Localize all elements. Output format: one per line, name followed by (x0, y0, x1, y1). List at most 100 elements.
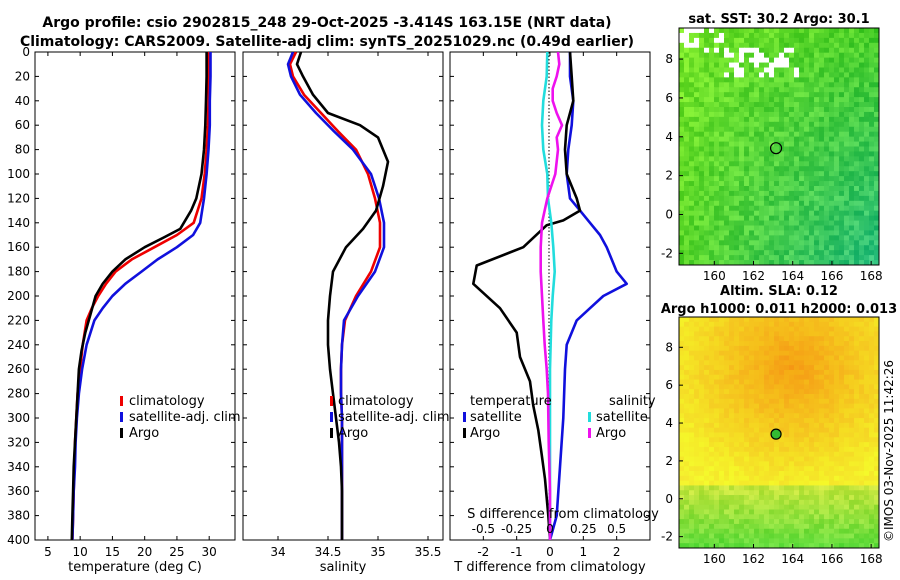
map-cell (729, 499, 735, 506)
map-cell (679, 82, 685, 88)
map-cell (734, 528, 740, 535)
map-cell (859, 230, 865, 236)
map-cell (684, 384, 690, 390)
map-cell (839, 107, 845, 113)
map-cell (834, 235, 840, 241)
map-cell (749, 519, 755, 525)
map-cell (834, 456, 840, 462)
map-cell (799, 245, 805, 251)
map-cell (769, 161, 775, 167)
map-cell (799, 341, 805, 347)
map-cell (679, 413, 685, 419)
map-cell (709, 176, 715, 182)
map-cell (869, 461, 875, 467)
map-cell (694, 220, 700, 227)
map-cell (769, 394, 775, 400)
map-cell (874, 245, 879, 251)
map-cell (764, 250, 770, 256)
map-cell (709, 394, 715, 400)
map-cell (829, 220, 835, 227)
map-cell (799, 321, 805, 328)
map-cell (829, 475, 835, 482)
map-cell (704, 408, 710, 414)
map-cell (744, 47, 750, 54)
legend-satellite-label: satellite-adj. clim (338, 410, 450, 425)
map-cell (704, 422, 710, 429)
map-cell (859, 519, 865, 525)
map-cell (699, 92, 705, 98)
map-cell (714, 480, 720, 487)
map-cell (854, 82, 860, 88)
map-cell (784, 72, 790, 78)
map-cell (704, 62, 710, 69)
map-cell (719, 210, 725, 217)
map-cell (784, 422, 790, 429)
map-cell (724, 418, 730, 424)
map-cell (769, 121, 775, 128)
map-cell (789, 475, 795, 482)
map-cell (799, 121, 805, 128)
map-cell (724, 543, 730, 548)
map-cell (859, 389, 865, 395)
map-cell (744, 97, 750, 103)
map-cell (769, 156, 775, 162)
map-cell (769, 176, 775, 182)
map-cell (719, 514, 725, 520)
map-cell (714, 210, 720, 217)
sla-argo-float-marker (770, 428, 782, 440)
map-cell (844, 480, 850, 487)
map-cell (759, 538, 765, 544)
map-cell (679, 107, 685, 113)
map-cell (719, 72, 725, 78)
map-cell (759, 408, 765, 414)
map-cell (759, 205, 765, 212)
map-cell (724, 200, 730, 207)
map-cell (844, 215, 850, 222)
map-cell (779, 171, 785, 177)
map-cell (679, 260, 685, 265)
map-cell (744, 504, 750, 511)
map-cell (869, 317, 875, 323)
map-cell (784, 166, 790, 172)
map-cell (794, 355, 800, 361)
map-cell (734, 317, 740, 323)
map-cell (694, 230, 700, 236)
map-cell (824, 176, 830, 182)
map-cell (739, 466, 745, 472)
map-cell (769, 47, 775, 54)
map-cell (739, 210, 745, 217)
map-cell (834, 97, 840, 103)
map-cell (854, 215, 860, 222)
map-cell (784, 136, 790, 143)
map-cell (694, 176, 700, 182)
map-cell (784, 146, 790, 153)
map-cell (749, 37, 755, 44)
map-cell (724, 151, 730, 157)
map-cell (769, 446, 775, 453)
map-cell (839, 446, 845, 453)
map-cell (699, 519, 705, 525)
map-cell (814, 422, 820, 429)
map-cell (849, 374, 855, 381)
map-cell (724, 72, 730, 78)
map-cell (724, 97, 730, 103)
map-cell (839, 336, 845, 342)
map-cell (859, 47, 865, 54)
map-cell (679, 543, 685, 548)
map-cell (679, 230, 685, 236)
map-cell (769, 504, 775, 511)
map-cell (689, 37, 695, 44)
map-cell (684, 176, 690, 182)
map-cell (804, 456, 810, 462)
map-cell (874, 398, 879, 405)
map-cell (864, 345, 870, 352)
map-cell (759, 432, 765, 438)
map-cell (809, 365, 815, 371)
map-cell (684, 151, 690, 157)
map-cell (779, 176, 785, 182)
map-cell (779, 374, 785, 381)
map-cell (759, 240, 765, 246)
map-cell (794, 28, 800, 34)
map-cell (719, 471, 725, 477)
map-cell (869, 240, 875, 246)
